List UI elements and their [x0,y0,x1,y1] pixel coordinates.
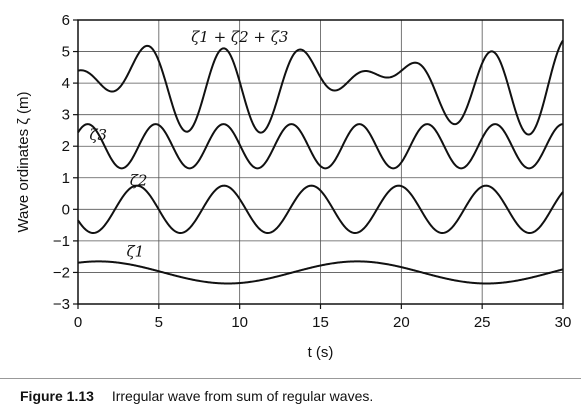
x-tick-label-10: 10 [231,314,248,331]
y-axis-label: Wave ordinates ζ (m) [15,91,32,232]
y-tick-label-2: −1 [53,233,70,250]
y-tick-label-1: −2 [53,264,70,281]
series-line-1 [77,260,564,285]
x-tick-label-5: 5 [155,314,163,331]
x-tick-label-25: 25 [474,314,491,331]
y-tick-label-0: −3 [53,296,70,313]
caption-text: Irregular wave from sum of regular waves… [111,388,374,404]
series-line-1-2-3 [77,39,564,136]
figure-caption: Figure 1.13 Irregular wave from sum of r… [0,370,581,419]
x-tick-label-30: 30 [555,314,572,331]
x-axis-label: t (s) [308,344,334,361]
caption-label: Figure 1.13 [20,388,94,404]
y-tick-label-6: 3 [62,107,70,124]
wave-series [77,39,564,285]
series-label-2: ζ2 [130,172,148,190]
grid-lines [78,20,563,304]
series-line-3 [77,123,564,170]
y-tick-label-8: 5 [62,44,70,61]
x-tick-label-20: 20 [393,314,410,331]
series-line-2 [77,184,564,235]
series-labels: ζ1 + ζ2 + ζ3 ζ3 ζ2 ζ1 [89,28,288,261]
series-label-3: ζ3 [89,126,107,144]
y-tick-label-5: 2 [62,138,70,155]
y-tick-label-3: 0 [62,201,70,218]
x-tick-label-15: 15 [312,314,329,331]
series-label-1-2-3: ζ1 + ζ2 + ζ3 [191,28,288,46]
tick-labels: 0 5 10 15 20 25 30 −3 −2 −1 0 1 2 3 4 5 6 [53,12,571,331]
y-tick-label-4: 1 [62,170,70,187]
y-tick-label-7: 4 [62,75,70,92]
x-tick-label-0: 0 [74,314,82,331]
caption-divider [0,378,581,379]
caption-line: Figure 1.13 Irregular wave from sum of r… [20,388,373,404]
series-label-1: ζ1 [127,243,145,261]
y-tick-label-9: 6 [62,12,70,29]
